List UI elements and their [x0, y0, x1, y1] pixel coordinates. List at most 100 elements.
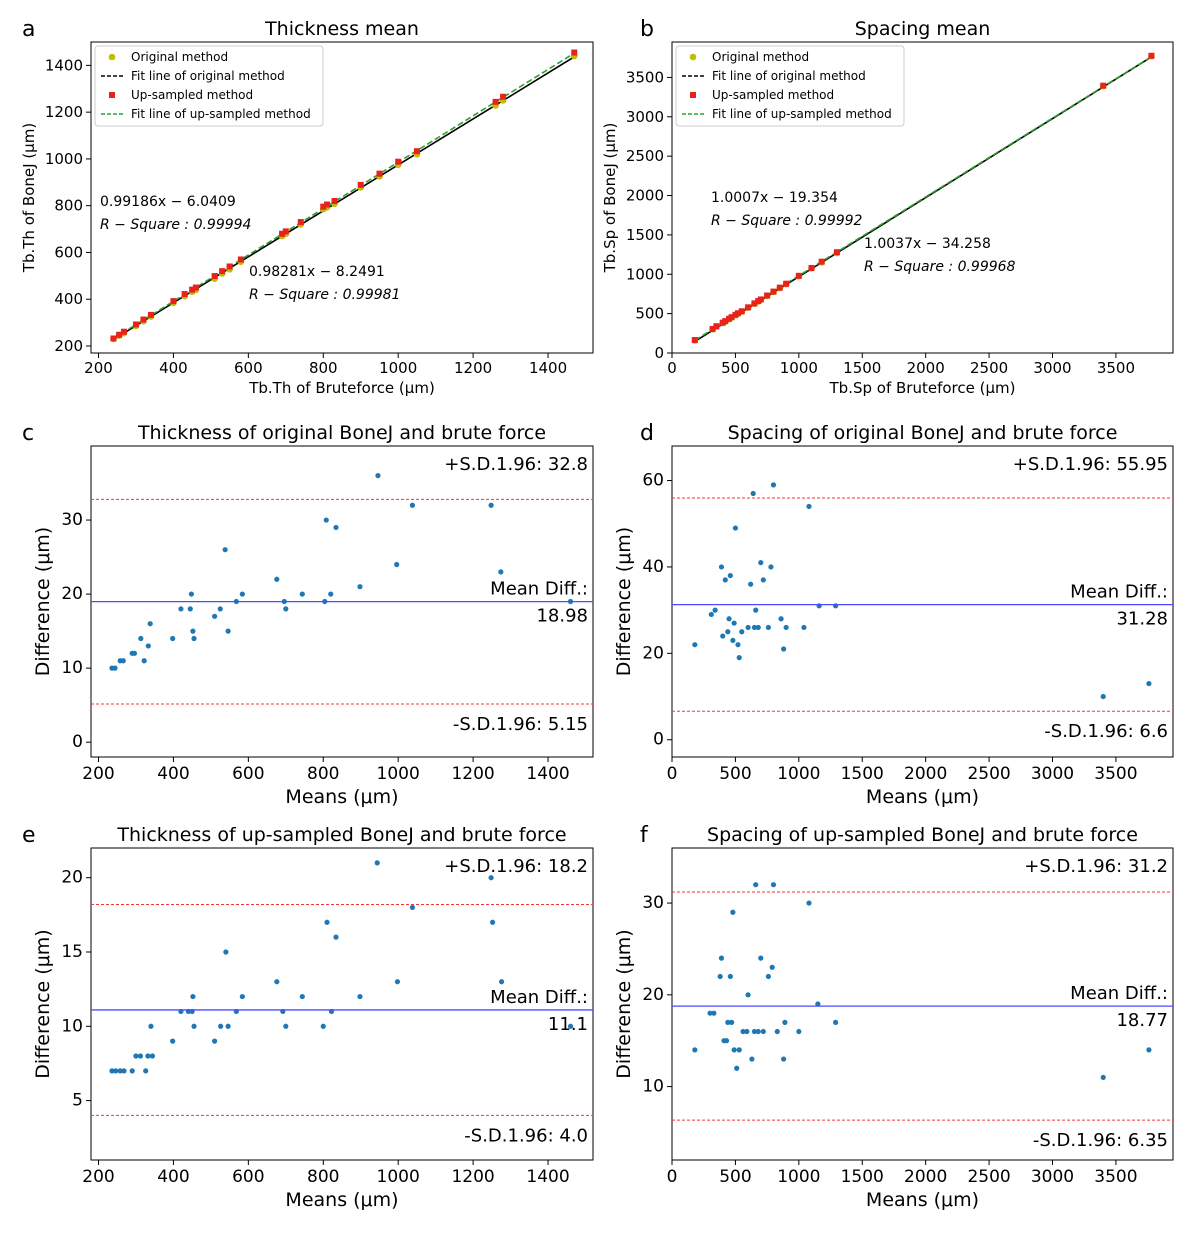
x-tick-label: 500 — [719, 764, 751, 784]
data-point — [299, 591, 305, 597]
data-point-upsampled — [297, 219, 304, 226]
data-point — [357, 993, 363, 1000]
data-point-upsampled — [226, 263, 233, 270]
panel-letter-f: f — [640, 823, 649, 848]
x-tick-label: 0 — [667, 764, 678, 784]
x-tick-label: 800 — [307, 1167, 339, 1187]
data-point — [137, 1053, 144, 1059]
mean-diff-label: Mean Diff.: — [1070, 983, 1168, 1004]
panel-c-thickness-original-bland-altman: c Thickness of original BoneJ and brute f… — [22, 421, 594, 808]
data-point-upsampled — [395, 158, 402, 165]
data-point-upsampled — [818, 258, 825, 265]
legend-marker-original — [689, 53, 697, 61]
data-point-upsampled — [376, 170, 383, 177]
x-tick-label: 1000 — [780, 359, 818, 377]
legend-entry: Fit line of up-sampled method — [712, 107, 892, 121]
legend-entry: Fit line of original method — [131, 69, 285, 83]
x-tick-label: 500 — [721, 359, 750, 377]
data-point — [490, 919, 496, 925]
x-tick-label: 1000 — [377, 1167, 420, 1187]
data-point-upsampled — [331, 198, 338, 205]
data-point — [498, 569, 504, 575]
data-point-upsampled — [795, 272, 802, 279]
x-tick-label: 600 — [234, 359, 263, 377]
data-point — [239, 591, 245, 597]
data-point — [765, 624, 771, 631]
data-point — [333, 524, 339, 531]
data-point — [191, 1023, 197, 1029]
data-point-upsampled — [140, 316, 147, 323]
x-tick-label: 1200 — [451, 1167, 494, 1187]
y-tick-label: 0 — [72, 732, 83, 752]
data-point — [758, 560, 764, 566]
y-tick-label: 400 — [54, 290, 83, 308]
data-point — [225, 1023, 231, 1029]
data-point-upsampled — [219, 268, 226, 275]
legend: Original method Fit line of original meth… — [675, 45, 905, 127]
data-point — [274, 979, 280, 985]
mean-diff-value: 11.1 — [548, 1014, 588, 1035]
plot-data — [692, 882, 1152, 1081]
x-tick-label: 1200 — [451, 764, 494, 784]
x-axis-label: Means (μm) — [285, 1189, 398, 1211]
data-point — [730, 909, 736, 915]
x-axis-label: Means (μm) — [866, 786, 979, 808]
mean-diff-label: Mean Diff.: — [490, 987, 588, 1008]
y-tick-label: 20 — [642, 643, 664, 663]
data-point-upsampled — [189, 286, 196, 293]
legend-box — [94, 45, 324, 127]
mean-diff-value: 18.98 — [536, 606, 588, 627]
y-axis-label: Difference (μm) — [32, 929, 54, 1078]
data-point-upsampled — [170, 298, 177, 305]
x-tick-label: 3000 — [1031, 764, 1074, 784]
legend-entry: Up-sampled method — [712, 88, 834, 102]
data-point-upsampled — [237, 256, 244, 263]
data-point — [796, 1028, 802, 1035]
data-point — [760, 577, 766, 583]
x-tick-label: 200 — [82, 764, 114, 784]
data-point — [758, 955, 764, 961]
data-point — [708, 611, 714, 618]
fit-r-square: R − Square : 0.99981 — [249, 287, 400, 303]
panel-b-spacing-mean: b Spacing mean 0 500 1000 1500 2000 2500 3000 350… — [601, 17, 1174, 397]
data-point — [755, 624, 761, 631]
data-point — [727, 973, 733, 980]
data-point — [324, 919, 330, 925]
data-point-upsampled — [120, 328, 127, 335]
data-point-upsampled — [147, 311, 154, 318]
upper-loa-label: +S.D.1.96: 31.2 — [1024, 856, 1168, 877]
data-point — [765, 973, 771, 980]
legend-entry: Fit line of original method — [712, 69, 866, 83]
data-point — [712, 607, 718, 613]
data-point — [117, 1068, 123, 1074]
data-point — [225, 628, 231, 634]
fit-equation: 0.99186x − 6.0409 — [100, 194, 236, 210]
x-tick-label: 3500 — [1094, 1167, 1137, 1187]
x-tick-label: 2500 — [967, 764, 1010, 784]
y-tick-label: 30 — [642, 893, 664, 913]
data-point — [333, 934, 339, 940]
legend-box — [675, 45, 905, 127]
panel-letter-d: d — [640, 421, 654, 446]
data-point — [409, 904, 416, 911]
data-point-upsampled — [757, 296, 764, 303]
data-point — [783, 624, 789, 631]
data-point-upsampled — [745, 304, 752, 311]
data-point — [145, 1053, 151, 1059]
data-point — [218, 1023, 224, 1029]
data-point — [751, 1028, 758, 1035]
x-tick-label: 1000 — [377, 764, 420, 784]
data-point-upsampled — [192, 284, 199, 291]
data-point — [1146, 680, 1152, 687]
data-point-upsampled — [492, 98, 499, 105]
data-point-upsampled — [728, 314, 735, 321]
data-point-upsampled — [764, 292, 771, 299]
chart-title: Thickness of original BoneJ and brute fo… — [137, 422, 546, 444]
x-tick-label: 400 — [157, 1167, 189, 1187]
lower-loa-label: -S.D.1.96: 6.35 — [1033, 1130, 1168, 1151]
data-point — [1100, 1074, 1106, 1081]
x-tick-label: 1000 — [379, 359, 417, 377]
y-tick-label: 1400 — [45, 56, 83, 74]
plot-data — [691, 52, 1155, 344]
panel-f-spacing-upsampled-bland-altman: f Spacing of up-sampled BoneJ and brute f… — [613, 823, 1174, 1211]
